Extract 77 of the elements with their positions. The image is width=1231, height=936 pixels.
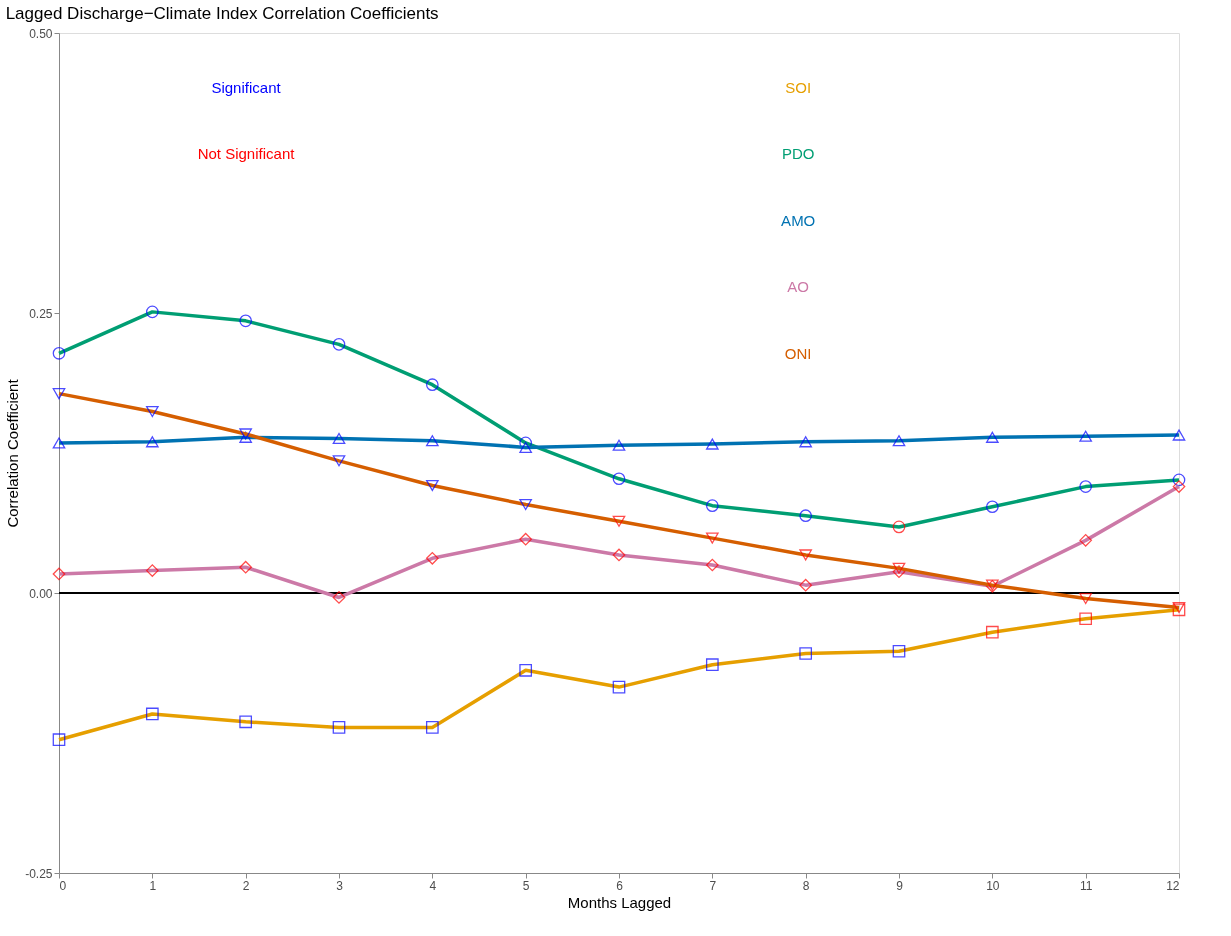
point [892, 435, 906, 447]
x-tick-label: 10 [986, 878, 1000, 893]
point [145, 436, 159, 448]
x-tick-label: 11 [1079, 878, 1093, 893]
point [705, 532, 719, 544]
point [145, 305, 159, 319]
point [425, 721, 439, 734]
text: AMO [781, 211, 816, 229]
x-axis-title: Months Lagged [567, 893, 672, 911]
point [332, 338, 346, 351]
point [239, 314, 253, 328]
point [1079, 534, 1093, 547]
x-tick-label: 1 [149, 878, 157, 893]
x-tick-label: 5 [522, 878, 530, 893]
y-tick-label: 0.50 [29, 26, 53, 41]
point [612, 548, 626, 562]
point [239, 560, 253, 574]
point [52, 437, 66, 449]
point [145, 564, 159, 577]
point [799, 509, 813, 523]
y-axis-title: Correlation Coefficient [4, 378, 22, 528]
point [612, 680, 626, 694]
x-tick-label: 0 [59, 878, 67, 893]
x-tick-label: 9 [896, 878, 904, 893]
point [705, 438, 719, 450]
annotation: Significant [211, 78, 282, 96]
point [332, 721, 346, 734]
point [612, 515, 626, 527]
x-tick-label: 2 [242, 878, 250, 893]
x-tick-label: 7 [709, 878, 717, 893]
x-tick-label: 6 [616, 878, 624, 893]
text: SOI [785, 78, 812, 96]
point [1079, 593, 1093, 605]
point [332, 432, 346, 445]
point [425, 551, 439, 565]
point [332, 591, 346, 604]
point [799, 549, 813, 561]
point [1172, 429, 1186, 441]
x-tick-label: 8 [802, 878, 810, 893]
point [1172, 473, 1186, 487]
point [705, 658, 719, 672]
point [612, 439, 626, 451]
text: AO [787, 278, 810, 296]
annotation: Not Significant [197, 145, 296, 163]
y-tick-label: 0.25 [29, 306, 53, 321]
point [612, 472, 626, 486]
point [425, 435, 439, 447]
point [52, 733, 66, 747]
x-tick-label: 12 [1166, 878, 1180, 893]
point [239, 715, 253, 729]
x-tick-label: 3 [336, 878, 344, 893]
point [892, 644, 906, 658]
point [799, 578, 813, 592]
point [52, 346, 66, 360]
point [799, 436, 813, 448]
chart-title: Lagged Discharge−Climate Index Correlation Coefficients [5, 4, 439, 23]
x-tick-label: 4 [429, 878, 437, 893]
y-tick-label: 0.00 [29, 586, 53, 601]
point [892, 562, 906, 574]
point [425, 378, 439, 392]
point [985, 500, 999, 514]
point [1172, 480, 1186, 493]
point [1079, 430, 1093, 442]
point [145, 707, 159, 721]
point [519, 663, 533, 677]
point [519, 441, 533, 453]
y-tick-label: -0.25 [25, 866, 53, 881]
point [519, 532, 533, 546]
point [1079, 480, 1093, 493]
point [892, 565, 906, 579]
text: PDO [781, 145, 815, 163]
point [985, 431, 999, 443]
point [705, 558, 719, 572]
point [52, 567, 66, 581]
point [705, 499, 719, 512]
point [799, 647, 813, 660]
text: ONI [784, 344, 812, 362]
